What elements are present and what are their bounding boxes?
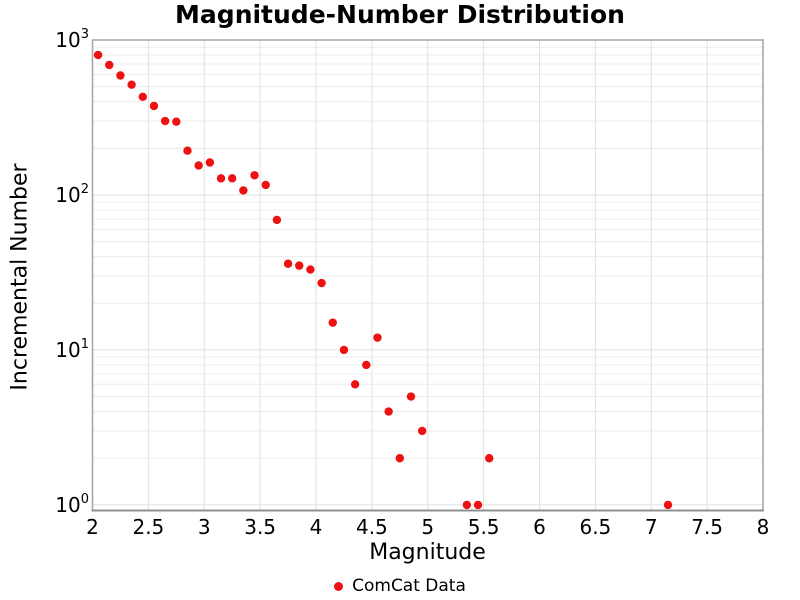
data-point[interactable] xyxy=(172,117,181,126)
x-tick-label: 6 xyxy=(533,515,546,539)
x-tick-label: 4.5 xyxy=(356,515,388,539)
data-point[interactable] xyxy=(317,278,326,288)
data-point[interactable] xyxy=(663,500,673,510)
x-tick-label: 5 xyxy=(421,515,434,539)
x-tick-label: 7 xyxy=(645,515,658,539)
data-point[interactable] xyxy=(93,50,103,60)
data-point[interactable] xyxy=(485,454,494,463)
legend-item-comcat-data[interactable]: ComCat Data xyxy=(0,576,800,596)
data-point[interactable] xyxy=(339,345,349,355)
data-point[interactable] xyxy=(473,500,483,510)
x-tick-label: 5.5 xyxy=(468,515,500,539)
data-point[interactable] xyxy=(194,161,203,170)
data-point[interactable] xyxy=(362,360,371,370)
x-tick-label: 7.5 xyxy=(691,515,723,539)
data-point[interactable] xyxy=(417,426,427,436)
data-point[interactable] xyxy=(350,380,360,389)
legend-label: ComCat Data xyxy=(352,576,466,596)
data-point[interactable] xyxy=(239,186,248,195)
data-point[interactable] xyxy=(373,333,382,342)
y-tick-label: 102 xyxy=(55,182,89,207)
data-point[interactable] xyxy=(250,171,259,180)
x-tick-label: 8 xyxy=(757,515,770,539)
data-point[interactable] xyxy=(395,454,405,463)
data-point[interactable] xyxy=(462,500,472,510)
data-point[interactable] xyxy=(261,180,270,190)
legend-marker-circle-icon xyxy=(334,581,344,591)
x-tick-label: 3.5 xyxy=(244,515,276,539)
x-tick-label: 2.5 xyxy=(132,515,164,539)
data-point[interactable] xyxy=(205,158,215,167)
data-point[interactable] xyxy=(384,407,393,416)
chart-title: Magnitude-Number Distribution xyxy=(175,0,625,29)
data-point[interactable] xyxy=(227,174,237,183)
data-point[interactable] xyxy=(149,101,159,111)
data-point[interactable] xyxy=(283,259,293,268)
data-point[interactable] xyxy=(295,261,304,270)
y-tick-label: 101 xyxy=(55,337,89,362)
x-tick-label: 6.5 xyxy=(579,515,611,539)
data-point[interactable] xyxy=(160,116,170,126)
data-point[interactable] xyxy=(306,265,315,274)
x-tick-label: 3 xyxy=(198,515,211,539)
data-point[interactable] xyxy=(216,174,226,183)
y-tick-label: 103 xyxy=(55,27,89,52)
data-point[interactable] xyxy=(183,146,192,155)
data-point[interactable] xyxy=(105,60,114,70)
x-tick-label: 2 xyxy=(86,515,99,539)
data-point[interactable] xyxy=(138,92,147,101)
data-point[interactable] xyxy=(127,80,136,89)
data-point[interactable] xyxy=(406,392,416,401)
x-tick-label: 4 xyxy=(310,515,323,539)
data-point[interactable] xyxy=(272,215,282,225)
data-point[interactable] xyxy=(116,71,125,80)
x-axis-title: Magnitude xyxy=(369,540,486,565)
data-point[interactable] xyxy=(328,318,337,327)
y-tick-label: 100 xyxy=(55,492,89,517)
